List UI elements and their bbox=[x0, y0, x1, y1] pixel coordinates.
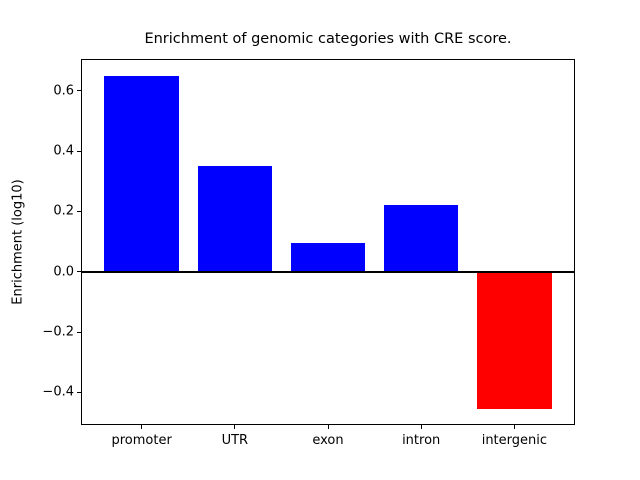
x-tick-label-UTR: UTR bbox=[221, 433, 249, 448]
y-tick-mark bbox=[77, 391, 81, 393]
plot-area bbox=[81, 59, 575, 425]
bar-intergenic bbox=[477, 271, 552, 409]
x-tick-label-promoter: promoter bbox=[111, 433, 172, 448]
x-tick-mark bbox=[234, 425, 236, 429]
bar-intron bbox=[383, 205, 459, 272]
x-tick-mark bbox=[420, 425, 422, 429]
chart-title: Enrichment of genomic categories with CR… bbox=[144, 31, 512, 47]
y-tick-label: 0.6 bbox=[53, 83, 74, 99]
y-tick-mark bbox=[77, 150, 81, 152]
x-tick-mark bbox=[513, 425, 515, 429]
y-tick-label: −0.4 bbox=[42, 384, 74, 400]
y-tick-mark bbox=[77, 90, 81, 92]
bar-promoter bbox=[104, 75, 179, 272]
y-tick-label: 0.2 bbox=[53, 203, 74, 219]
zero-line bbox=[82, 270, 574, 273]
x-tick-label-intron: intron bbox=[402, 433, 441, 448]
y-tick-label: 0.4 bbox=[53, 143, 74, 159]
bar-UTR bbox=[197, 166, 273, 272]
y-tick-mark bbox=[77, 210, 81, 212]
bar-exon bbox=[290, 243, 366, 272]
y-tick-mark bbox=[77, 271, 81, 273]
y-axis-label: Enrichment (log10) bbox=[10, 179, 26, 305]
y-tick-label: −0.2 bbox=[42, 324, 74, 340]
x-tick-label-exon: exon bbox=[312, 433, 344, 448]
y-tick-mark bbox=[77, 331, 81, 333]
x-tick-mark bbox=[327, 425, 329, 429]
x-tick-mark bbox=[141, 425, 143, 429]
y-tick-label: 0.0 bbox=[53, 264, 74, 280]
x-tick-label-intergenic: intergenic bbox=[481, 433, 548, 448]
